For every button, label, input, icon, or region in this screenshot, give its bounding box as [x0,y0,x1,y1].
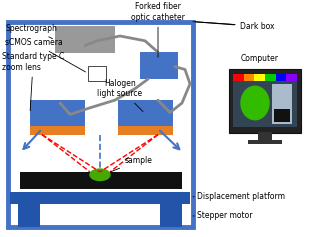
Ellipse shape [90,169,110,181]
FancyBboxPatch shape [20,172,182,189]
FancyBboxPatch shape [30,126,85,135]
Ellipse shape [241,86,269,120]
FancyBboxPatch shape [233,74,297,127]
FancyBboxPatch shape [248,140,282,144]
FancyBboxPatch shape [272,84,292,124]
Text: Spectrograph: Spectrograph [5,24,57,39]
Text: Dark box: Dark box [196,22,275,31]
FancyBboxPatch shape [286,74,297,81]
FancyBboxPatch shape [258,132,272,141]
FancyBboxPatch shape [276,74,286,81]
Text: Forked fiber
optic catheter: Forked fiber optic catheter [131,2,185,57]
FancyBboxPatch shape [274,109,290,122]
Text: Stepper motor: Stepper motor [193,211,252,220]
FancyBboxPatch shape [30,100,85,127]
Text: Standard type C
zoom lens: Standard type C zoom lens [2,52,64,111]
FancyBboxPatch shape [160,203,182,228]
Text: sample: sample [110,156,153,172]
FancyBboxPatch shape [265,74,276,81]
FancyBboxPatch shape [118,100,173,127]
Text: sCMOS camera: sCMOS camera [5,38,85,72]
FancyBboxPatch shape [140,52,178,79]
FancyBboxPatch shape [118,126,173,135]
FancyBboxPatch shape [8,22,193,228]
Text: Computer: Computer [241,54,279,63]
FancyBboxPatch shape [88,66,106,81]
Text: Halogen
light source: Halogen light source [97,79,143,112]
FancyBboxPatch shape [55,27,115,53]
Text: Displacement platform: Displacement platform [193,192,285,201]
FancyBboxPatch shape [18,203,40,228]
FancyBboxPatch shape [244,74,254,81]
FancyBboxPatch shape [233,74,244,81]
FancyBboxPatch shape [10,192,190,204]
FancyBboxPatch shape [254,74,265,81]
FancyBboxPatch shape [229,68,301,133]
